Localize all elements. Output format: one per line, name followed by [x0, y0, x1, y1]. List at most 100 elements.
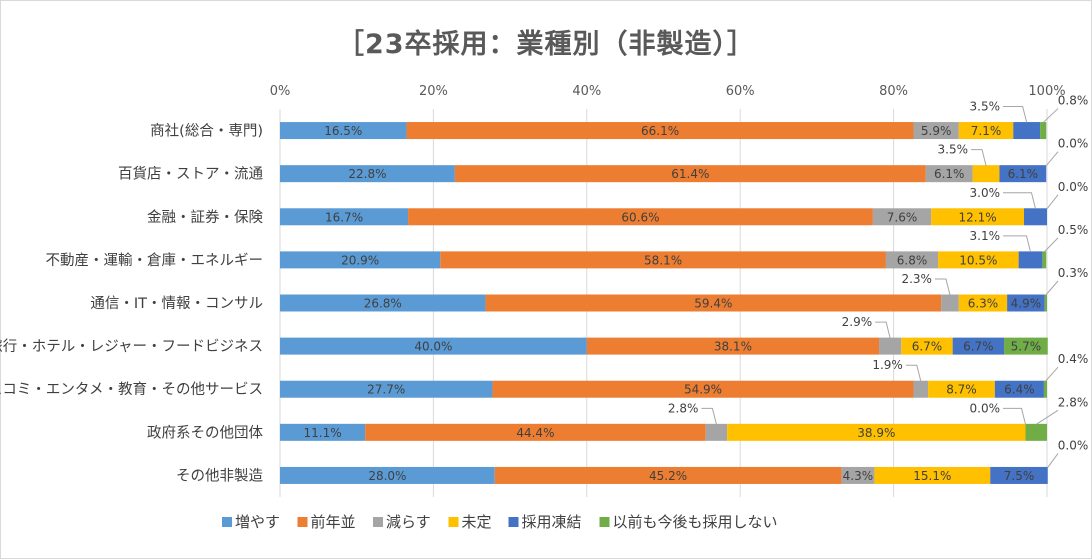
data-label: 7.6%: [887, 210, 918, 224]
category-label: 通信・IT・情報・コンサル: [90, 295, 263, 312]
bar-segment: [958, 122, 1014, 140]
bar-segment: [727, 423, 1026, 441]
bar-segment: [1013, 122, 1041, 140]
leader-line: [1046, 194, 1059, 210]
bar-segment: [952, 337, 1005, 355]
bar-segment: [938, 251, 1019, 269]
bar-segment: [280, 294, 486, 312]
data-label: 3.5%: [938, 143, 969, 157]
leader-line: [934, 278, 951, 296]
bar-segment: [990, 466, 1048, 484]
data-label: 5.7%: [1011, 340, 1042, 354]
data-label: 2.8%: [1058, 395, 1089, 409]
legend-swatch: [599, 517, 610, 527]
legend-label: 減らす: [386, 513, 431, 531]
bar-segment: [1044, 294, 1047, 312]
bar-segment: [408, 208, 873, 226]
data-label: 5.9%: [921, 124, 952, 138]
bar-segment: [705, 423, 728, 441]
bar-segment: [999, 165, 1047, 183]
category-label: 商社(総合・専門): [150, 123, 263, 140]
bar-segment: [901, 337, 953, 355]
bar-segment: [913, 122, 959, 140]
bar-segment: [1018, 251, 1043, 269]
bar-segment: [280, 208, 409, 226]
bar-segment: [928, 380, 995, 398]
data-label: 38.9%: [857, 426, 895, 440]
bar-segment: [280, 337, 587, 355]
leader-line: [1003, 192, 1036, 209]
bar-segment: [1007, 294, 1045, 312]
data-label: 54.9%: [684, 383, 722, 397]
data-label: 3.0%: [970, 186, 1001, 200]
x-tick-label: 20%: [419, 84, 448, 99]
data-label: 12.1%: [959, 210, 997, 224]
data-label: 6.7%: [963, 340, 994, 354]
chart-title: ［23卒採用：業種別（非製造）］: [336, 29, 756, 60]
bar-segment: [841, 466, 875, 484]
bar-segment: [280, 380, 493, 398]
category-label: 金融・証券・保険: [147, 209, 263, 226]
category-label: 百貨店・ストア・流通: [118, 166, 263, 183]
bar-segment: [365, 423, 706, 441]
bar-segment: [1040, 122, 1047, 140]
data-label: 66.1%: [641, 124, 679, 138]
bar-segment: [941, 294, 959, 312]
data-label: 2.8%: [668, 401, 699, 415]
bar-segment: [406, 122, 914, 140]
bar-segment: [1004, 337, 1048, 355]
legend-swatch: [222, 517, 232, 527]
bar-segment: [280, 423, 366, 441]
data-label: 6.4%: [1004, 383, 1035, 397]
data-label: 2.9%: [842, 315, 873, 329]
data-label: 8.7%: [946, 383, 977, 397]
data-label: 2.3%: [901, 272, 932, 286]
data-label: 45.2%: [649, 469, 687, 483]
bar-segment: [872, 208, 932, 226]
leader-line: [1047, 453, 1059, 468]
category-label: その他非製造: [176, 467, 263, 484]
legend-swatch: [508, 517, 519, 527]
data-label: 4.3%: [843, 469, 874, 483]
x-tick-label: 60%: [726, 84, 755, 99]
category-label: 政府系その他団体: [147, 424, 263, 441]
leader-line: [1043, 237, 1059, 253]
data-label: 59.4%: [694, 297, 732, 311]
x-tick-label: 40%: [572, 84, 601, 99]
bar-segment: [1025, 423, 1047, 441]
legend-label: 増やす: [235, 513, 280, 531]
category-label: マスコミ・エンタメ・教育・その他サービス: [0, 381, 263, 398]
bar-segment: [994, 380, 1044, 398]
bar-segment: [1042, 251, 1047, 269]
data-label: 4.9%: [1011, 297, 1042, 311]
bar-segment: [1043, 380, 1047, 398]
leader-line: [1042, 108, 1059, 123]
legend-label: 未定: [462, 513, 492, 531]
bar-segment: [925, 165, 973, 183]
data-label: 6.3%: [968, 297, 999, 311]
data-label: 0.0%: [1058, 137, 1089, 151]
bar-segment: [280, 122, 407, 140]
leader-line: [1045, 280, 1059, 296]
bar-segment: [874, 466, 991, 484]
data-label: 16.7%: [325, 210, 363, 224]
legend-label: 前年並: [311, 513, 356, 531]
leader-line: [875, 321, 891, 339]
data-label: 0.3%: [1058, 266, 1089, 280]
legend-swatch: [448, 517, 459, 527]
data-label: 20.9%: [341, 253, 379, 267]
data-label: 61.4%: [671, 167, 709, 181]
data-label: 3.1%: [970, 229, 1001, 243]
data-label: 6.1%: [934, 167, 965, 181]
data-label: 0.0%: [1058, 438, 1089, 452]
bar-segment: [280, 165, 455, 183]
data-label: 40.0%: [414, 340, 452, 354]
data-label: 28.0%: [368, 469, 406, 483]
data-label: 22.8%: [348, 167, 386, 181]
data-label: 6.7%: [912, 340, 943, 354]
legend-swatch: [297, 517, 308, 527]
category-label: 不動産・運輸・倉庫・エネルギー: [46, 252, 264, 269]
data-label: 0.4%: [1058, 352, 1089, 366]
